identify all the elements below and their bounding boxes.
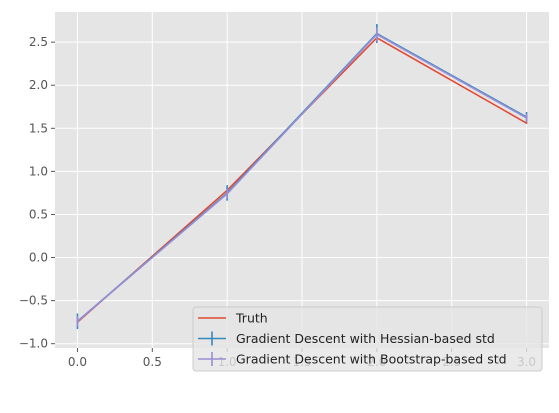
- grid: [55, 12, 549, 348]
- legend-entry-0: Truth: [198, 311, 268, 326]
- legend-box: [192, 306, 543, 372]
- y-tick-label: 0.0: [29, 251, 48, 265]
- x-tick-label: 0.0: [68, 355, 87, 369]
- legend-entry-1: Gradient Descent with Hessian-based std: [198, 331, 495, 346]
- y-tick-label: 1.5: [29, 121, 48, 135]
- y-tick-label: 1.0: [29, 164, 48, 178]
- y-tick-label: −1.0: [19, 337, 48, 351]
- legend-entry-2: Gradient Descent with Bootstrap-based st…: [198, 352, 507, 367]
- y-tick-label: 2.5: [29, 35, 48, 49]
- y-tick-label: 2.0: [29, 78, 48, 92]
- legend-label: Gradient Descent with Hessian-based std: [236, 331, 495, 346]
- series-2: [76, 27, 528, 327]
- data-point: [525, 122, 528, 125]
- y-axis-ticks: −1.0 −0.5 0.0 0.5 1.0 1.5 2.0 2.5: [19, 35, 55, 351]
- y-tick-label: 0.5: [29, 207, 48, 221]
- legend-label: Gradient Descent with Bootstrap-based st…: [236, 352, 507, 367]
- legend-label: Truth: [235, 311, 268, 326]
- series-line: [76, 33, 527, 322]
- legend: Truth Gradient Descent with Hessian-based…: [192, 306, 543, 372]
- y-tick-label: −0.5: [19, 294, 48, 308]
- x-tick-label: 0.5: [143, 355, 162, 369]
- series-group: [76, 24, 528, 330]
